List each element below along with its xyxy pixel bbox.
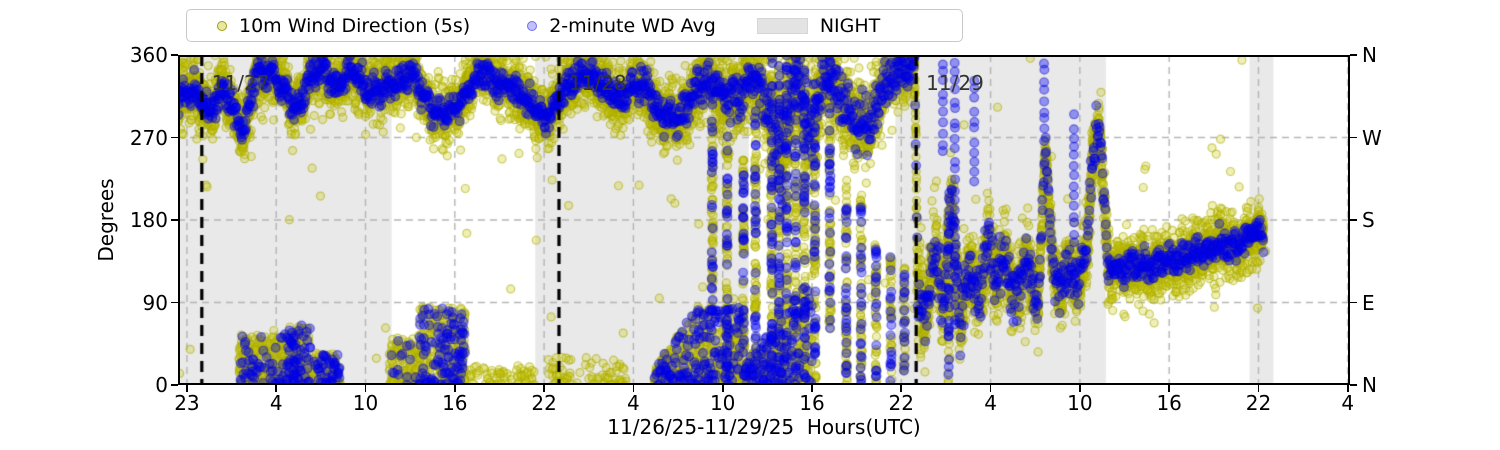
- x-tick-mark: [900, 385, 903, 392]
- x-tick-mark: [989, 385, 992, 392]
- x-tick-mark: [543, 385, 545, 392]
- scatter-plot-canvas: [178, 55, 1350, 385]
- x-tick-mark: [1168, 385, 1171, 392]
- x-tick-label: 4: [1341, 391, 1355, 415]
- x-tick-mark: [364, 385, 367, 392]
- x-tick-mark: [721, 385, 724, 392]
- legend-item-night: NIGHT: [756, 14, 881, 37]
- x-tick-label: 4: [984, 391, 997, 415]
- x-tick-mark: [632, 385, 635, 392]
- x-tick-mark: [453, 385, 456, 392]
- legend-label-avg-wind: 2-minute WD Avg: [549, 14, 716, 37]
- y-tick-mark-left: [171, 54, 178, 56]
- x-tick-label: 10: [1067, 391, 1093, 415]
- y-tick-label-degrees: 0: [155, 373, 168, 397]
- y-tick-label-degrees: 270: [129, 125, 168, 150]
- y-tick-mark-left: [171, 136, 178, 139]
- y-tick-label-compass: E: [1362, 290, 1375, 315]
- y-tick-label-degrees: 90: [142, 290, 168, 315]
- x-tick-mark: [1078, 385, 1081, 392]
- legend-label-night: NIGHT: [819, 14, 881, 37]
- x-tick-label: 10: [352, 391, 379, 415]
- y-tick-mark-right: [1350, 54, 1357, 56]
- x-tick-label: 16: [799, 391, 825, 415]
- legend-label-raw-wind: 10m Wind Direction (5s): [239, 14, 471, 37]
- x-tick-label: 22: [888, 391, 915, 415]
- legend-item-raw-wind: 10m Wind Direction (5s): [217, 15, 470, 37]
- x-tick-mark: [275, 385, 278, 392]
- y-tick-label-compass: N: [1362, 373, 1377, 397]
- y-tick-mark-right: [1350, 301, 1357, 304]
- day-annotation: 11/28: [568, 71, 627, 95]
- night-patch-icon: [756, 17, 808, 34]
- y-tick-mark-right: [1350, 384, 1357, 386]
- y-tick-mark-left: [171, 219, 178, 221]
- avg-wind-dot-icon: [527, 20, 538, 31]
- x-tick-mark: [1257, 385, 1260, 392]
- x-tick-label: 22: [1245, 391, 1272, 415]
- legend: 10m Wind Direction (5s) 2-minute WD Avg …: [186, 9, 963, 42]
- x-tick-label: 16: [442, 391, 468, 415]
- x-tick-mark: [186, 385, 188, 392]
- x-tick-label: 4: [627, 391, 640, 415]
- raw-wind-dot-icon: [217, 20, 227, 31]
- day-annotation: 11/29: [926, 71, 984, 95]
- y-tick-mark-right: [1350, 219, 1357, 221]
- x-tick-label: 22: [531, 391, 557, 415]
- x-tick-label: 4: [269, 391, 283, 415]
- y-tick-mark-left: [171, 384, 178, 386]
- x-tick-mark: [1346, 385, 1349, 392]
- day-annotation: 11/27: [211, 71, 270, 95]
- x-tick-label: 16: [1156, 391, 1182, 415]
- y-tick-mark-right: [1350, 136, 1357, 139]
- y-tick-label-degrees: 180: [129, 208, 168, 232]
- y-tick-mark-left: [171, 301, 178, 304]
- x-tick-mark: [811, 385, 813, 392]
- y-tick-label-compass: W: [1362, 125, 1382, 150]
- x-axis-label: 11/26/25-11/29/25 Hours(UTC): [607, 415, 921, 439]
- legend-item-avg-wind: 2-minute WD Avg: [527, 15, 716, 37]
- y-tick-label-compass: N: [1362, 43, 1377, 67]
- x-tick-label: 23: [174, 391, 200, 415]
- y-tick-label-compass: S: [1362, 208, 1375, 232]
- x-tick-label: 10: [709, 391, 736, 415]
- y-tick-label-degrees: 360: [129, 43, 168, 67]
